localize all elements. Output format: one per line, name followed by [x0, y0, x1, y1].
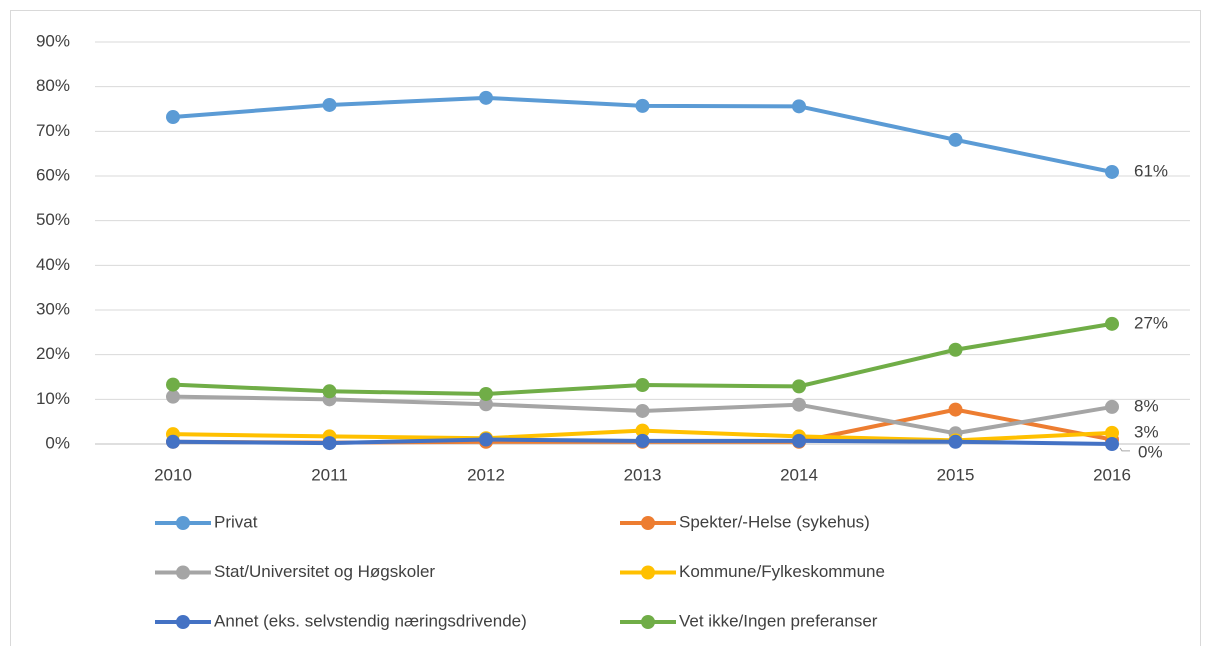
data-point: [322, 97, 337, 112]
legend-label: Privat: [214, 512, 258, 531]
data-point: [635, 378, 650, 393]
x-tick-label: 2014: [780, 465, 818, 484]
data-point: [1105, 164, 1119, 179]
data-point: [166, 434, 180, 449]
data-point: [479, 90, 493, 105]
data-point: [792, 433, 806, 448]
x-tick-label: 2011: [311, 465, 348, 484]
label-leader: [1119, 447, 1130, 452]
data-label: 8%: [1134, 396, 1159, 415]
legend-marker: [641, 516, 655, 530]
data-point: [479, 432, 493, 447]
y-tick-label: 30%: [36, 299, 70, 318]
data-point: [1105, 316, 1119, 331]
data-point: [948, 132, 963, 147]
y-tick-label: 50%: [36, 210, 70, 229]
x-tick-label: 2016: [1093, 465, 1131, 484]
y-tick-label: 0%: [45, 433, 70, 452]
data-point: [792, 99, 806, 114]
legend-marker: [641, 565, 655, 580]
legend-label: Spekter/-Helse (sykehus): [679, 512, 870, 531]
data-point: [322, 436, 337, 451]
y-tick-label: 10%: [36, 389, 70, 408]
x-tick-label: 2015: [937, 465, 975, 484]
y-tick-label: 60%: [36, 165, 70, 184]
data-point: [635, 403, 650, 418]
y-tick-label: 20%: [36, 344, 70, 363]
data-point: [792, 379, 806, 394]
y-tick-label: 70%: [36, 121, 70, 140]
chart-frame: [10, 10, 1201, 646]
data-point: [792, 397, 806, 412]
data-point: [1105, 437, 1119, 451]
data-label: 27%: [1134, 313, 1168, 332]
data-point: [948, 342, 963, 357]
data-point: [1105, 399, 1119, 414]
data-point: [1105, 425, 1119, 440]
data-point: [479, 386, 493, 401]
y-tick-label: 80%: [36, 76, 70, 95]
legend-label: Annet (eks. selvstendig næringsdrivende): [214, 611, 527, 630]
x-tick-label: 2012: [467, 465, 505, 484]
legend-marker: [641, 615, 655, 629]
y-tick-label: 40%: [36, 255, 70, 274]
data-point: [948, 402, 963, 417]
legend-marker: [176, 565, 190, 580]
data-point: [166, 389, 180, 404]
legend-marker: [176, 516, 190, 530]
data-label: 0%: [1138, 442, 1163, 461]
x-tick-label: 2013: [624, 465, 662, 484]
data-label: 61%: [1134, 161, 1168, 180]
legend-label: Vet ikke/Ingen preferanser: [679, 611, 878, 630]
x-tick-label: 2010: [154, 465, 192, 484]
data-point: [322, 384, 337, 399]
data-point: [948, 434, 963, 449]
data-point: [635, 98, 650, 113]
legend-label: Kommune/Fylkeskommune: [679, 562, 885, 581]
legend-label: Stat/Universitet og Høgskoler: [214, 562, 435, 581]
data-label: 3%: [1134, 422, 1159, 441]
data-point: [166, 110, 180, 125]
data-point: [166, 377, 180, 392]
data-point: [635, 423, 650, 438]
legend-marker: [176, 615, 190, 629]
y-tick-label: 90%: [36, 31, 70, 50]
data-point: [479, 397, 493, 412]
data-point: [635, 433, 650, 448]
